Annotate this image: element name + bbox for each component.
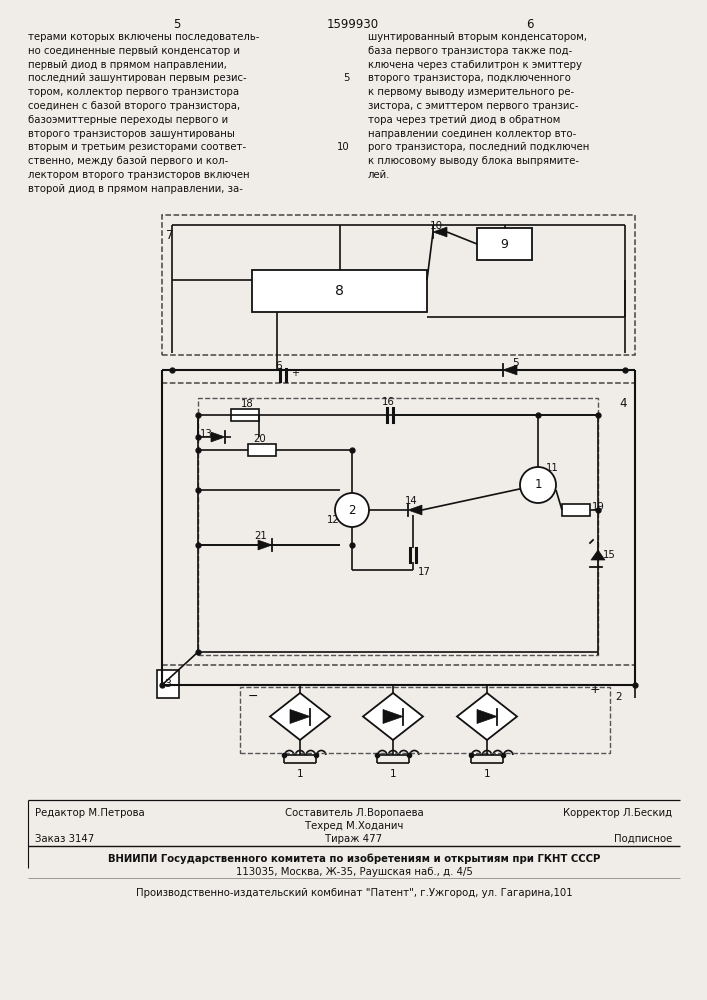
Text: 8: 8 — [335, 284, 344, 298]
Text: 1: 1 — [390, 769, 397, 779]
Text: 6: 6 — [526, 18, 534, 31]
Bar — [248, 444, 276, 456]
Text: вторым и третьим резисторами соответ-: вторым и третьим резисторами соответ- — [28, 142, 246, 152]
Text: 1599930: 1599930 — [327, 18, 379, 31]
Text: лей.: лей. — [368, 170, 390, 180]
Text: зистора, с эмиттером первого транзис-: зистора, с эмиттером первого транзис- — [368, 101, 578, 111]
Text: 1: 1 — [484, 769, 491, 779]
Bar — [162, 215, 635, 355]
Text: −: − — [248, 690, 259, 703]
Text: 10: 10 — [429, 221, 443, 231]
Text: 2: 2 — [615, 692, 621, 702]
Text: 1: 1 — [534, 479, 542, 491]
Text: 20: 20 — [254, 434, 267, 444]
Text: 16: 16 — [382, 397, 395, 407]
Bar — [198, 398, 598, 655]
Polygon shape — [408, 505, 422, 515]
Polygon shape — [383, 710, 403, 724]
Bar — [477, 228, 532, 260]
Text: 2: 2 — [349, 504, 356, 516]
Text: второй диод в прямом направлении, за-: второй диод в прямом направлении, за- — [28, 184, 243, 194]
Text: соединен с базой второго транзистора,: соединен с базой второго транзистора, — [28, 101, 240, 111]
Polygon shape — [270, 693, 330, 740]
Polygon shape — [290, 710, 310, 724]
Polygon shape — [363, 693, 423, 740]
Bar — [240, 687, 610, 753]
Text: но соединенные первый конденсатор и: но соединенные первый конденсатор и — [28, 46, 240, 56]
Text: 5: 5 — [173, 18, 181, 31]
Polygon shape — [457, 693, 517, 740]
Text: 5: 5 — [344, 73, 350, 83]
Bar — [162, 383, 635, 665]
Text: Техред М.Ходанич: Техред М.Ходанич — [305, 821, 403, 831]
Text: 15: 15 — [603, 550, 616, 560]
Text: 14: 14 — [404, 496, 417, 506]
Text: 6: 6 — [276, 361, 282, 371]
Text: 3: 3 — [165, 679, 172, 689]
Bar — [231, 409, 259, 421]
Text: 17: 17 — [418, 567, 431, 577]
Text: Корректор Л.Бескид: Корректор Л.Бескид — [563, 808, 672, 818]
Text: рого транзистора, последний подключен: рого транзистора, последний подключен — [368, 142, 590, 152]
Polygon shape — [591, 550, 605, 560]
Text: 10: 10 — [337, 142, 350, 152]
Text: 4: 4 — [619, 397, 627, 410]
Text: Подписное: Подписное — [614, 834, 672, 844]
Text: лектором второго транзисторов включен: лектором второго транзисторов включен — [28, 170, 250, 180]
Polygon shape — [503, 365, 517, 375]
Polygon shape — [211, 432, 225, 442]
Text: Производственно-издательский комбинат "Патент", г.Ужгород, ул. Гагарина,101: Производственно-издательский комбинат "П… — [136, 888, 572, 898]
Text: 12: 12 — [327, 515, 340, 525]
Text: +: + — [590, 683, 601, 696]
Text: база первого транзистора также под-: база первого транзистора также под- — [368, 46, 572, 56]
Text: Тираж 477: Тираж 477 — [325, 834, 382, 844]
Circle shape — [335, 493, 369, 527]
Text: Редактор М.Петрова: Редактор М.Петрова — [35, 808, 145, 818]
Text: терами которых включены последователь-: терами которых включены последователь- — [28, 32, 259, 42]
Text: 1: 1 — [297, 769, 303, 779]
Text: последний зашунтирован первым резис-: последний зашунтирован первым резис- — [28, 73, 247, 83]
Text: 18: 18 — [240, 399, 253, 409]
Text: к плюсовому выводу блока выпрямите-: к плюсовому выводу блока выпрямите- — [368, 156, 579, 166]
Text: направлении соединен коллектор вто-: направлении соединен коллектор вто- — [368, 129, 576, 139]
Text: первый диод в прямом направлении,: первый диод в прямом направлении, — [28, 60, 227, 70]
Text: тора через третий диод в обратном: тора через третий диод в обратном — [368, 115, 561, 125]
Circle shape — [520, 467, 556, 503]
Text: шунтированный вторым конденсатором,: шунтированный вторым конденсатором, — [368, 32, 587, 42]
Text: второго транзисторов зашунтированы: второго транзисторов зашунтированы — [28, 129, 235, 139]
Text: 11: 11 — [546, 463, 559, 473]
Text: второго транзистора, подключенного: второго транзистора, подключенного — [368, 73, 571, 83]
Text: Заказ 3147: Заказ 3147 — [35, 834, 94, 844]
Text: +: + — [291, 368, 299, 378]
Polygon shape — [433, 227, 447, 237]
Text: ключена через стабилитрон к эмиттеру: ключена через стабилитрон к эмиттеру — [368, 60, 582, 70]
Text: к первому выводу измерительного ре-: к первому выводу измерительного ре- — [368, 87, 574, 97]
Polygon shape — [477, 710, 497, 724]
Text: 21: 21 — [255, 531, 267, 541]
Text: 19: 19 — [592, 502, 605, 512]
Bar — [157, 670, 179, 698]
Text: 5: 5 — [512, 358, 519, 368]
Bar — [562, 504, 590, 516]
Text: тором, коллектор первого транзистора: тором, коллектор первого транзистора — [28, 87, 239, 97]
Text: Составитель Л.Воропаева: Составитель Л.Воропаева — [285, 808, 423, 818]
Text: 7: 7 — [166, 229, 173, 242]
Text: базоэмиттерные переходы первого и: базоэмиттерные переходы первого и — [28, 115, 228, 125]
Text: 9: 9 — [501, 237, 508, 250]
Bar — [252, 270, 427, 312]
Polygon shape — [258, 540, 272, 550]
Text: 113035, Москва, Ж-35, Раушская наб., д. 4/5: 113035, Москва, Ж-35, Раушская наб., д. … — [235, 867, 472, 877]
Text: ственно, между базой первого и кол-: ственно, между базой первого и кол- — [28, 156, 228, 166]
Text: ВНИИПИ Государственного комитета по изобретениям и открытиям при ГКНТ СССР: ВНИИПИ Государственного комитета по изоб… — [107, 854, 600, 864]
Text: 13: 13 — [200, 429, 213, 439]
